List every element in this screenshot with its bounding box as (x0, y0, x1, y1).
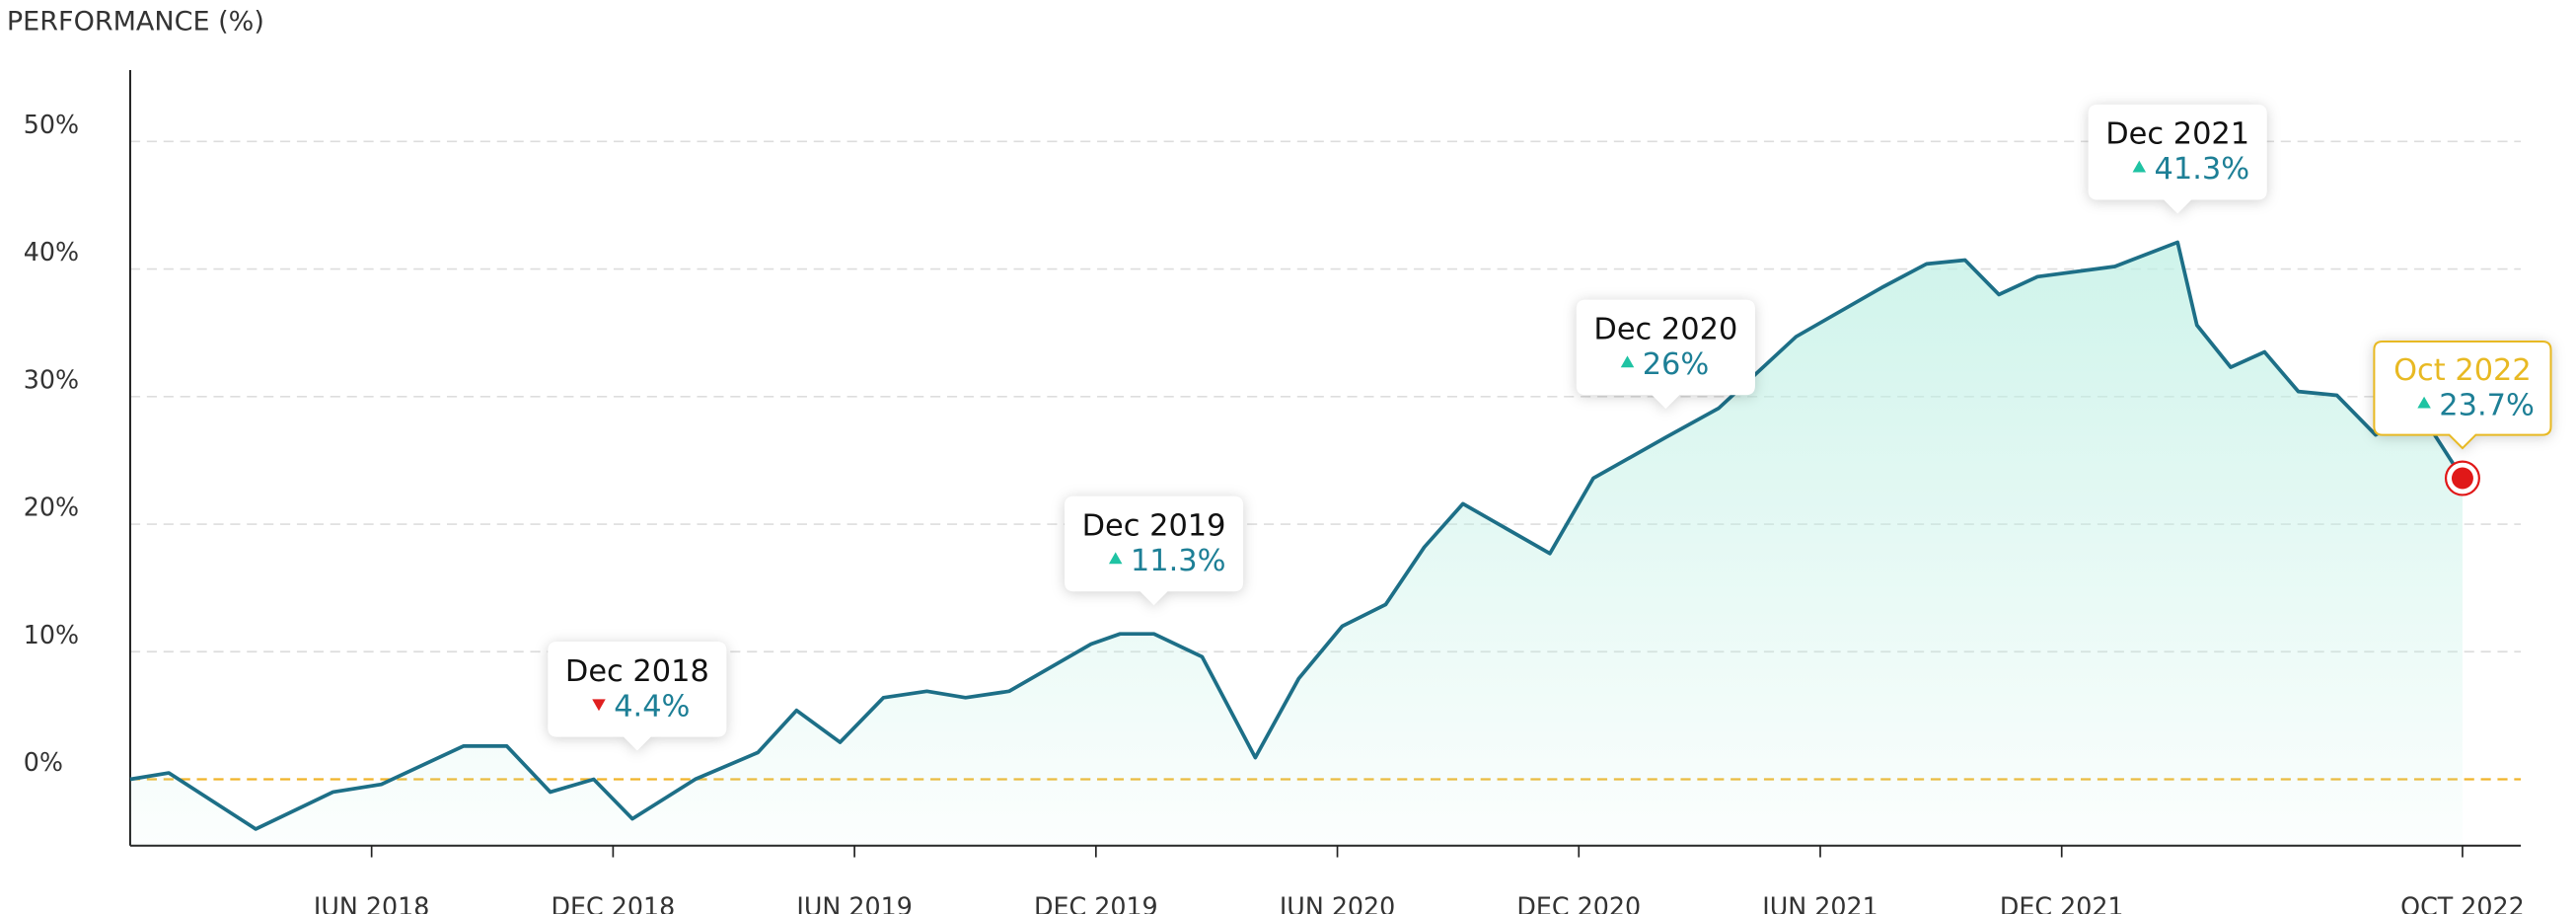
y-tick-label: 0% (24, 747, 63, 777)
area (129, 242, 2463, 846)
callout-box (1576, 299, 1755, 410)
x-tick-label: JUN 2020 (1278, 892, 1395, 914)
x-tick-label: DEC 2018 (552, 892, 676, 914)
callout-box (548, 641, 727, 751)
y-tick-label: 30% (24, 364, 79, 394)
y-tick-label: 10% (24, 620, 79, 649)
up-arrow (1108, 552, 1123, 565)
x-tick-label: JUN 2018 (312, 892, 429, 914)
y-tick-label: 20% (24, 493, 79, 522)
x-tick-label: DEC 2021 (2000, 892, 2124, 914)
down-arrow (592, 699, 606, 712)
up-arrow (2417, 396, 2431, 409)
callout-box (2373, 340, 2552, 450)
axis-title: PERFORMANCE (%) (7, 6, 264, 37)
callout-title: Dec 2021 (2105, 117, 2249, 152)
callout-value: 26% (1643, 347, 1710, 382)
callout-value: 4.4% (614, 689, 690, 724)
callout-title: Oct 2022 (2393, 353, 2532, 388)
x-tick-label: DEC 2019 (1034, 892, 1158, 914)
up-arrow (1620, 355, 1635, 368)
callout-box (2088, 104, 2267, 214)
callout-value: 11.3% (1131, 544, 1226, 578)
x-tick-label: OCT 2022 (2400, 892, 2525, 914)
y-tick-label: 50% (24, 110, 79, 139)
callout-value: 23.7% (2439, 388, 2535, 422)
callout-value: 41.3% (2155, 152, 2250, 187)
x-tick-label: JUN 2019 (794, 892, 912, 914)
x-tick-label: JUN 2021 (1760, 892, 1877, 914)
callout-title: Dec 2019 (1082, 508, 1226, 543)
callout-title: Dec 2018 (565, 654, 709, 689)
callout-title: Dec 2020 (1593, 312, 1737, 346)
current-marker (2451, 467, 2473, 490)
callout-box (1064, 495, 1244, 606)
x-tick-label: DEC 2020 (1516, 892, 1641, 914)
y-tick-label: 40% (24, 237, 79, 267)
line (129, 240, 2465, 831)
up-arrow (2132, 160, 2147, 173)
